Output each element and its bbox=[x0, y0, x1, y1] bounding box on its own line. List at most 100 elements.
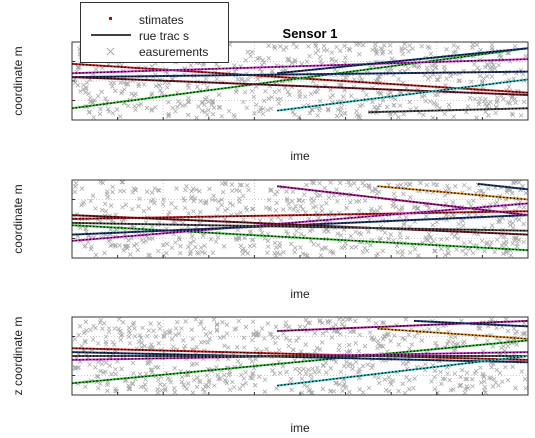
measurement-marker bbox=[325, 108, 331, 113]
measurement-marker bbox=[211, 317, 217, 322]
measurement-marker bbox=[382, 230, 388, 236]
measurement-marker bbox=[398, 235, 403, 240]
measurement-marker bbox=[325, 320, 331, 325]
measurement-marker bbox=[285, 231, 291, 237]
measurement-marker bbox=[268, 187, 274, 192]
measurement-marker bbox=[139, 340, 145, 346]
measurement-marker bbox=[186, 95, 191, 101]
measurement-marker bbox=[460, 218, 466, 224]
measurement-marker bbox=[83, 319, 89, 325]
measurement-marker bbox=[202, 339, 207, 345]
measurement-marker bbox=[469, 377, 475, 382]
measurement-marker bbox=[243, 58, 249, 63]
measurement-marker bbox=[165, 212, 171, 218]
measurement-marker bbox=[112, 342, 117, 347]
measurement-marker bbox=[161, 197, 166, 202]
measurement-marker bbox=[432, 248, 437, 254]
measurement-marker bbox=[277, 241, 283, 246]
measurement-marker bbox=[207, 186, 212, 192]
measurement-marker bbox=[202, 109, 207, 115]
measurement-marker bbox=[235, 227, 240, 233]
measurement-marker bbox=[441, 64, 447, 70]
measurement-marker bbox=[214, 327, 220, 332]
measurement-marker bbox=[104, 189, 110, 194]
measurement-marker bbox=[134, 241, 139, 247]
measurement-marker bbox=[465, 104, 471, 109]
measurement-marker bbox=[432, 368, 438, 373]
measurement-marker bbox=[250, 237, 255, 243]
measurement-marker bbox=[400, 361, 406, 366]
measurement-marker bbox=[427, 74, 433, 79]
measurement-marker bbox=[106, 326, 112, 331]
measurement-marker bbox=[185, 99, 191, 105]
measurement-marker bbox=[83, 226, 88, 231]
measurement-marker bbox=[321, 47, 327, 53]
measurement-marker bbox=[355, 186, 361, 192]
legend-entry-measurements: easurements bbox=[81, 43, 228, 61]
measurement-marker bbox=[186, 112, 191, 118]
measurement-marker bbox=[446, 186, 452, 192]
measurement-marker bbox=[317, 193, 323, 198]
measurement-marker bbox=[432, 248, 438, 254]
measurement-marker bbox=[103, 96, 108, 101]
measurement-marker bbox=[207, 336, 212, 342]
measurement-marker bbox=[301, 366, 306, 372]
measurement-marker bbox=[270, 335, 276, 340]
measurement-marker bbox=[221, 372, 227, 378]
measurement-marker bbox=[403, 181, 409, 187]
measurement-marker bbox=[470, 250, 476, 256]
estimate-track-2 bbox=[71, 224, 529, 251]
measurement-marker bbox=[98, 381, 103, 386]
measurement-marker bbox=[92, 365, 98, 370]
measurement-marker bbox=[146, 361, 151, 366]
measurement-marker bbox=[435, 327, 441, 332]
measurement-marker bbox=[376, 341, 381, 347]
measurement-marker bbox=[244, 207, 250, 213]
measurement-marker bbox=[161, 333, 166, 339]
measurement-marker bbox=[347, 389, 352, 395]
measurement-marker bbox=[247, 243, 253, 249]
measurement-marker bbox=[130, 322, 136, 327]
measurement-marker bbox=[307, 228, 313, 234]
measurement-marker bbox=[485, 338, 490, 344]
measurement-marker bbox=[402, 46, 408, 51]
measurement-marker bbox=[403, 316, 409, 322]
measurement-marker bbox=[174, 319, 180, 325]
measurement-marker bbox=[333, 359, 339, 365]
measurement-marker bbox=[291, 41, 296, 47]
measurement-marker bbox=[342, 43, 347, 49]
measurement-marker bbox=[401, 191, 406, 197]
measurement-marker bbox=[131, 93, 137, 98]
measurement-marker bbox=[338, 48, 343, 54]
measurement-marker bbox=[388, 90, 394, 96]
measurement-marker bbox=[234, 87, 239, 93]
measurement-marker bbox=[194, 361, 200, 367]
measurement-marker bbox=[480, 373, 486, 378]
estimate-track-1 bbox=[71, 347, 529, 361]
legend: stimates rue trac s easurements bbox=[80, 2, 229, 63]
measurement-marker bbox=[510, 221, 516, 226]
measurement-marker bbox=[446, 102, 452, 108]
measurement-marker bbox=[79, 186, 85, 191]
measurement-marker bbox=[286, 58, 292, 63]
measurement-marker bbox=[513, 100, 518, 105]
measurement-marker bbox=[403, 215, 409, 220]
measurement-marker bbox=[170, 105, 176, 111]
measurement-marker bbox=[380, 320, 385, 325]
measurement-marker bbox=[110, 189, 115, 195]
measurement-marker bbox=[86, 110, 92, 115]
measurement-marker bbox=[444, 76, 449, 81]
measurement-marker bbox=[340, 317, 346, 323]
measurement-marker bbox=[511, 180, 517, 186]
measurement-marker bbox=[262, 389, 268, 394]
measurement-marker bbox=[160, 202, 166, 207]
measurement-marker bbox=[375, 105, 381, 111]
measurement-marker bbox=[241, 217, 246, 222]
measurement-marker bbox=[129, 91, 134, 96]
measurement-marker bbox=[271, 44, 277, 49]
measurement-marker bbox=[302, 383, 307, 388]
measurement-marker bbox=[243, 370, 248, 375]
measurement-marker bbox=[189, 327, 195, 332]
measurement-marker bbox=[235, 77, 241, 82]
measurement-marker bbox=[494, 100, 499, 105]
